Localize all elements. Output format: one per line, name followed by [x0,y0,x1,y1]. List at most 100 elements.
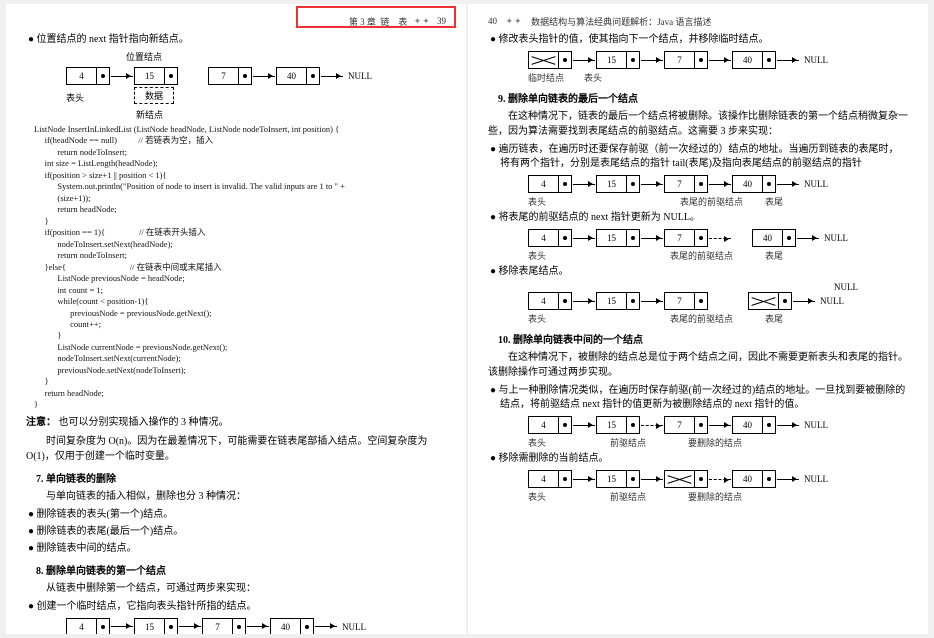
arrow-icon [777,425,799,426]
arrow-dashed-icon [641,425,663,426]
head-label: 表头 [528,249,548,262]
tail-label: 表尾 [765,249,783,262]
paragraph-8a: 从链表中删除第一个结点，可通过两步来实现： [26,581,446,596]
arrow-icon [111,76,133,77]
list-node: 7 [208,67,252,85]
arrow-dashed-icon [709,479,731,480]
temp-label: 临时结点 [528,71,578,84]
list-node: 15 [596,51,640,69]
head-label: 表头 [528,312,548,325]
list-node-deleted [664,470,708,488]
arrow-icon [709,425,731,426]
note-text: 也可以分别实现插入操作的 3 种情况。 [59,417,229,428]
list-node: 4 [528,292,572,310]
heading-9: 9. 删除单向链表的最后一个结点 [498,90,908,105]
list-node: 4 [66,618,110,634]
list-node: 15 [596,470,640,488]
diagram-10b: 4 15 40 NULL [528,470,908,488]
paragraph-9a: 在这种情况下，链表的最后一个结点将被删除。该操作比删除链表的第一个结点稍微复杂一… [488,109,908,139]
list-node: 40 [732,416,776,434]
arrow-icon [641,479,663,480]
complexity-text: 时间复杂度为 O(n)。因为在最差情况下，可能需要在链表尾部插入结点。空间复杂度… [26,434,446,464]
arrow-icon [793,301,815,302]
bullet-top: 修改表头指针的值，使其指向下一个结点，并移除临时结点。 [488,33,908,47]
bullet-7-1: 删除链表的表头(第一个)结点。 [26,508,446,522]
paragraph-7: 与单向链表的插入相似，删除也分 3 种情况： [26,489,446,504]
list-node: 40 [270,618,314,634]
prev-label: 前驱结点 [610,490,646,503]
header-deco-icon: ✦✦ [506,16,523,27]
list-node: 7 [664,292,708,310]
heading-7: 7. 单向链表的删除 [36,470,446,485]
arrow-icon [641,60,663,61]
list-node: 15 [596,416,640,434]
paragraph-1: 位置结点的 next 指针指向新结点。 [26,33,446,47]
list-node: 7 [664,416,708,434]
left-page-header: 第 3 章 链 表 ✦✦ 39 [26,12,446,30]
chapter-title: 链 表 [380,15,407,28]
prev-label: 表尾的前驱结点 [670,312,733,325]
tail-label: 表尾 [765,312,783,325]
data-box: 数据 [134,87,174,104]
right-page-header: 40 ✦✦ 数据结构与算法经典问题解析：Java 语言描述 [488,12,908,30]
diagram1-lower: 表头 数据 [66,87,446,104]
arrow-icon [641,301,663,302]
arrow-icon [253,76,275,77]
diagram-8: 4 15 7 40 NULL [66,618,446,634]
list-node: 7 [664,229,708,247]
tail-label: 表尾 [765,195,783,208]
note-label: 注意： [26,417,56,428]
arrow-icon [641,238,663,239]
diagram-9a: 4 15 7 40 NULL [528,175,908,193]
arrow-icon [777,479,799,480]
diagram-1: 4 15 7 40 NULL [66,67,446,85]
diagram9b-labels: 表头 表尾的前驱结点 表尾 [528,249,908,262]
arrow-icon [111,626,133,627]
diagram-10a: 4 15 7 40 NULL [528,416,908,434]
null-label: NULL [804,179,828,189]
code-block-1: ListNode InsertInLinkedList (ListNode he… [34,124,446,411]
arrow-icon [709,60,731,61]
bullet-9-3: 移除表尾结点。 [488,265,908,279]
list-node-deleted [748,292,792,310]
head-label: 表头 [584,71,602,84]
arrow-icon [777,60,799,61]
list-node: 7 [664,175,708,193]
list-node-deleted [528,51,572,69]
prev-label: 表尾的前驱结点 [670,249,733,262]
head-label: 表头 [66,91,84,104]
arrow-icon [315,626,337,627]
note-paragraph: 注意： 也可以分别实现插入操作的 3 种情况。 [26,415,446,430]
bullet-9-2: 将表尾的前驱结点的 next 指针更新为 NULL。 [488,211,908,225]
list-node: 40 [752,229,796,247]
list-node: 15 [596,175,640,193]
diagram-9b: 4 15 7 40 NULL [528,229,908,247]
list-node: 40 [732,51,776,69]
list-node: 4 [528,175,572,193]
head-label: 表头 [528,195,548,208]
bullet-10-2: 移除需删除的当前结点。 [488,452,908,466]
arrow-icon [573,184,595,185]
arrow-icon [573,479,595,480]
left-page: 第 3 章 链 表 ✦✦ 39 位置结点的 next 指针指向新结点。 位置结点… [6,4,466,634]
prev-label: 表尾的前驱结点 [680,195,743,208]
null-label: NULL [804,474,828,484]
bullet-7-3: 删除链表中间的结点。 [26,542,446,556]
list-node: 7 [664,51,708,69]
bullet-8a: 创建一个临时结点，它指向表头指针所指的结点。 [26,600,446,614]
null-label: NULL [348,71,372,81]
null-label: NULL [342,622,366,632]
diagram9c-labels: 表头 表尾的前驱结点 表尾 [528,312,908,325]
list-node: 7 [202,618,246,634]
del-label: 要删除的结点 [688,490,742,503]
list-node: 4 [528,416,572,434]
diagram-9c: 4 15 7 NULL [528,292,908,310]
null-label: NULL [804,55,828,65]
book-title: 数据结构与算法经典问题解析：Java 语言描述 [531,15,711,28]
arrow-dashed-icon [709,238,731,239]
bullet-7-2: 删除链表的表尾(最后一个)结点。 [26,525,446,539]
diagram10a-labels: 表头 前驱结点 要删除的结点 [528,436,908,449]
paragraph-10a: 在这种情况下，被删除的结点总是位于两个结点之间，因此不需要更新表头和表尾的指针。… [488,350,908,380]
header-deco-icon: ✦✦ [414,16,431,27]
list-node: 15 [596,292,640,310]
